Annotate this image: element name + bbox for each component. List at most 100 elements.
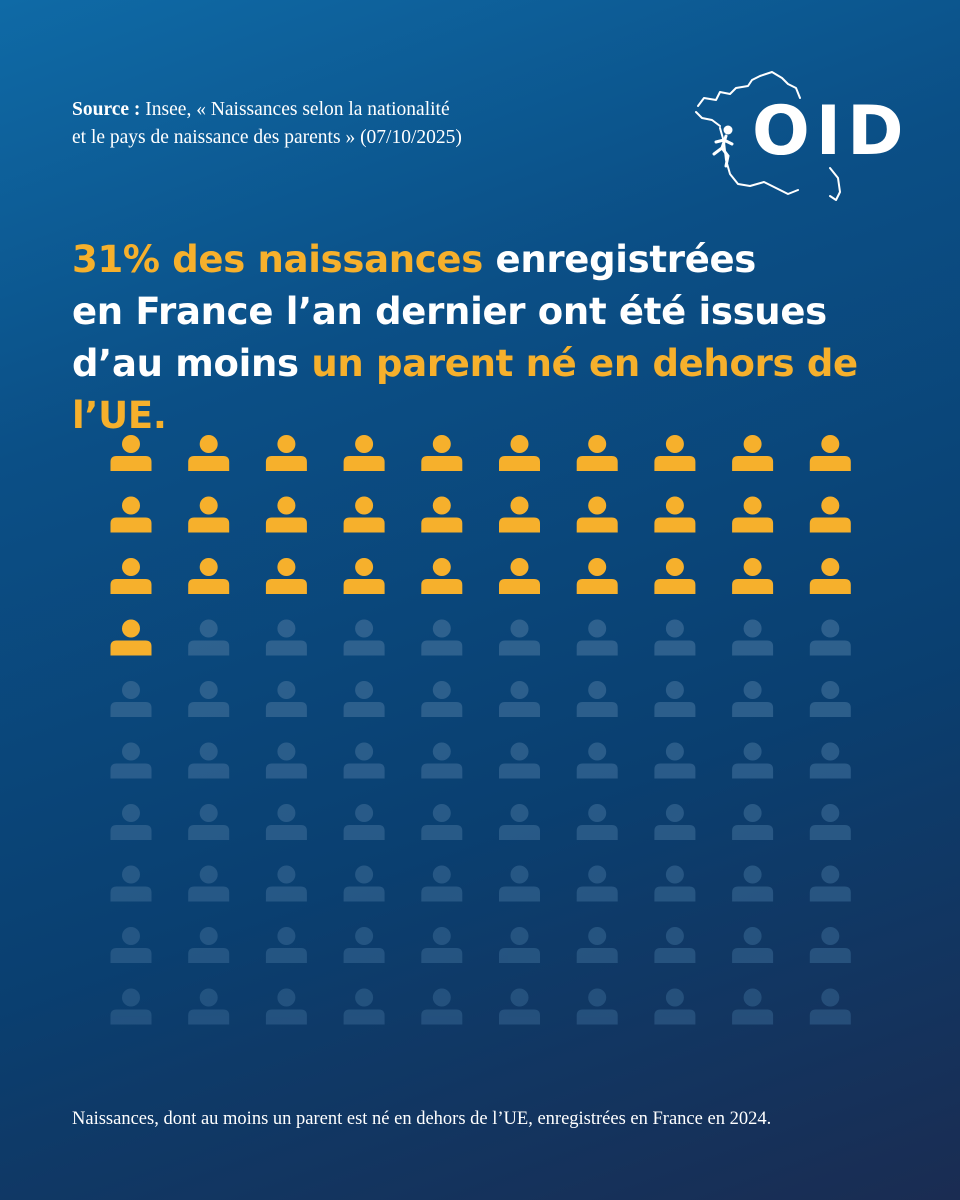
person-icon [110, 988, 152, 1025]
runner-icon [712, 125, 734, 168]
person-icon [188, 558, 230, 594]
person-icon [576, 988, 618, 1025]
person-icon [265, 435, 307, 471]
person-icon [809, 865, 851, 902]
person-icon [809, 496, 851, 533]
person-icon [265, 619, 307, 656]
person-icon [654, 742, 696, 779]
person-icon [421, 988, 463, 1025]
person-icon [576, 558, 618, 594]
person-icon [499, 558, 540, 594]
person-icon [188, 435, 230, 471]
person-icon [265, 988, 307, 1025]
person-icon [499, 742, 540, 779]
person-icon [576, 496, 618, 533]
france-map-icon [695, 71, 841, 201]
person-icon [654, 435, 696, 471]
person-icon [499, 681, 540, 717]
person-icon [576, 804, 618, 840]
person-icon [732, 435, 774, 471]
person-icon [654, 804, 696, 840]
person-icon [110, 558, 152, 594]
source-line-1: Insee, « Naissances selon la nationalité [145, 99, 450, 120]
person-icon [809, 804, 851, 840]
person-icon [110, 619, 152, 656]
person-icon [654, 865, 696, 902]
headline-line-2: en France l’an dernier ont été issues [72, 290, 827, 333]
person-icon [732, 927, 774, 963]
person-icon [809, 681, 851, 717]
person-icon [343, 435, 385, 471]
person-icon [576, 927, 618, 963]
person-icon [343, 927, 385, 963]
person-icon [421, 619, 463, 656]
person-icon [265, 558, 307, 594]
person-icon [265, 927, 307, 963]
person-icon [110, 496, 152, 533]
source-block: Source : Insee, « Naissances selon la na… [72, 96, 632, 152]
person-icon [343, 496, 385, 533]
person-icon [265, 496, 307, 533]
caption: Naissances, dont au moins un parent est … [72, 1109, 772, 1129]
person-icon [265, 742, 307, 779]
person-icon [110, 435, 152, 471]
person-icon [654, 496, 696, 533]
person-icon [809, 927, 851, 963]
headline: 31% des naissances enregistrées en Franc… [72, 234, 922, 442]
person-icon [421, 804, 463, 840]
headline-line-3-start: d’au moins [72, 342, 312, 385]
person-icon [343, 865, 385, 902]
person-icon [188, 865, 230, 902]
person-icon [576, 435, 618, 471]
person-icon [421, 496, 463, 533]
person-icon [576, 865, 618, 902]
person-icon [809, 435, 851, 471]
person-icon [265, 681, 307, 717]
person-icon [343, 619, 385, 656]
person-icon [188, 804, 230, 840]
person-icon [732, 988, 774, 1025]
person-icon [421, 742, 463, 779]
person-icon [732, 742, 774, 779]
person-icon [265, 865, 307, 902]
person-icon [499, 804, 540, 840]
person-icon [732, 558, 774, 594]
person-icon [110, 804, 152, 840]
person-icon [265, 804, 307, 840]
headline-highlight: un parent né en dehors de l’UE. [72, 342, 858, 437]
person-icon [421, 865, 463, 902]
person-icon [110, 865, 152, 902]
oid-logo: OID [752, 92, 910, 171]
person-icon [499, 496, 540, 533]
person-icon [343, 742, 385, 779]
headline-stat: 31% des naissances [72, 238, 483, 281]
person-icon [499, 619, 540, 656]
person-icon [421, 558, 463, 594]
person-icon [499, 927, 540, 963]
person-icon [188, 988, 230, 1025]
person-icon [809, 742, 851, 779]
person-icon [188, 619, 230, 656]
person-icon [499, 865, 540, 902]
person-icon [654, 927, 696, 963]
person-icon [732, 619, 774, 656]
person-icon [576, 681, 618, 717]
person-icon [654, 619, 696, 656]
person-icon [110, 742, 152, 779]
person-icon [421, 927, 463, 963]
source-label: Source : [72, 99, 141, 120]
person-icon [809, 988, 851, 1025]
person-icon [654, 988, 696, 1025]
person-icon [576, 742, 618, 779]
person-icon [110, 681, 152, 717]
person-icon [421, 681, 463, 717]
person-icon [809, 619, 851, 656]
person-icon [732, 681, 774, 717]
person-icon [110, 927, 152, 963]
person-icon [188, 927, 230, 963]
person-icon [654, 681, 696, 717]
person-icon [576, 619, 618, 656]
person-icon [732, 804, 774, 840]
person-icon [188, 681, 230, 717]
